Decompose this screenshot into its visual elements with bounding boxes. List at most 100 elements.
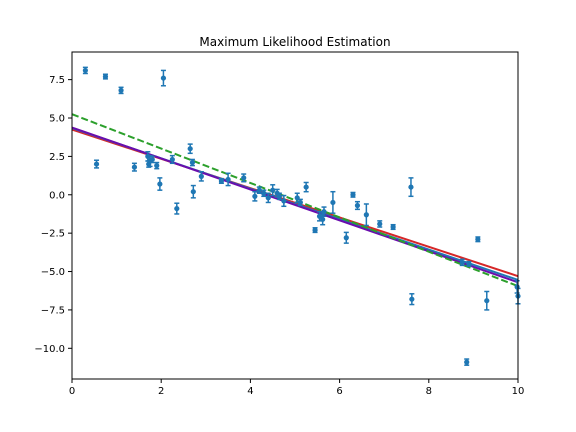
data-point (484, 290, 490, 311)
data-point (131, 162, 138, 172)
point-marker (276, 193, 282, 199)
point-marker (390, 224, 396, 230)
data-point (160, 69, 167, 87)
data-point (321, 206, 327, 218)
data-point (157, 177, 163, 191)
y-axis: −10.0 −7.5 −5.0 −2.5 0.0 2.5 5.0 7.5 (34, 75, 72, 355)
data-point (174, 202, 180, 215)
point-marker (312, 227, 318, 233)
point-marker (343, 235, 349, 241)
point-marker (265, 195, 271, 201)
data-point (225, 172, 231, 187)
data-point (330, 190, 336, 214)
data-points (82, 66, 521, 366)
point-marker (466, 261, 472, 267)
point-marker (354, 202, 361, 209)
data-point (475, 236, 481, 243)
point-marker (330, 199, 336, 206)
data-point (466, 260, 472, 267)
point-marker (409, 296, 415, 302)
y-tick-label: 7.5 (49, 75, 65, 86)
point-marker (350, 192, 356, 198)
x-tick-label: 6 (336, 386, 342, 397)
data-point (169, 154, 175, 165)
point-marker (82, 67, 88, 74)
point-marker (270, 187, 276, 193)
point-marker (408, 184, 414, 190)
data-point (252, 190, 258, 202)
point-marker (118, 87, 124, 93)
data-point (82, 66, 88, 75)
y-tick-label: 5.0 (49, 114, 65, 125)
data-point (190, 184, 196, 199)
point-marker (475, 236, 481, 242)
point-marker (256, 187, 262, 193)
x-tick-label: 4 (247, 386, 253, 397)
x-tick-label: 0 (69, 386, 75, 397)
point-marker (198, 173, 204, 179)
y-tick-label: −7.5 (41, 305, 65, 316)
data-point (343, 231, 349, 244)
point-marker (218, 178, 225, 184)
x-axis: 0 2 4 6 8 10 (69, 379, 525, 397)
point-marker (297, 199, 303, 206)
point-marker (189, 159, 196, 166)
point-marker (169, 156, 175, 163)
data-point (241, 173, 247, 183)
data-point (189, 158, 196, 167)
point-marker (303, 184, 309, 190)
data-point (256, 186, 262, 194)
data-point (265, 192, 271, 204)
x-tick-label: 2 (158, 386, 164, 397)
data-point (377, 220, 383, 228)
data-point (312, 227, 318, 234)
y-tick-label: 0.0 (49, 190, 65, 201)
point-marker (321, 209, 327, 215)
data-point (390, 223, 396, 231)
data-point (409, 293, 415, 306)
y-tick-label: −5.0 (41, 267, 65, 278)
x-tick-label: 10 (512, 386, 525, 397)
data-point (350, 191, 356, 198)
data-point (187, 143, 193, 155)
data-point (149, 155, 155, 164)
data-point (281, 194, 287, 208)
point-marker (484, 298, 490, 304)
point-marker (459, 259, 465, 265)
point-marker (154, 163, 160, 169)
data-point (297, 198, 303, 207)
data-point (93, 159, 100, 169)
data-point (261, 189, 267, 198)
data-point (459, 258, 465, 267)
data-point (218, 177, 225, 185)
y-tick-label: −2.5 (41, 229, 65, 240)
point-marker (281, 198, 287, 204)
point-marker (225, 176, 231, 183)
y-tick-label: −10.0 (34, 344, 65, 355)
data-point (154, 161, 160, 170)
point-marker (363, 212, 369, 218)
chart-title: Maximum Likelihood Estimation (199, 35, 390, 49)
point-marker (131, 164, 138, 170)
point-marker (377, 221, 383, 227)
point-marker (261, 190, 267, 196)
point-marker (157, 181, 163, 187)
x-tick-label: 8 (426, 386, 432, 397)
data-point (464, 358, 470, 366)
data-point (276, 192, 282, 201)
point-marker (252, 193, 258, 199)
data-point (354, 200, 361, 211)
y-tick-label: 2.5 (49, 152, 65, 163)
point-marker (190, 189, 196, 195)
point-marker (187, 146, 193, 152)
point-marker (174, 205, 180, 212)
point-marker (464, 359, 470, 365)
data-point (198, 170, 204, 182)
point-marker (93, 161, 100, 167)
fit-line-3 (71, 126, 519, 284)
point-marker (149, 156, 155, 163)
data-point (102, 73, 109, 80)
data-point (408, 177, 414, 198)
